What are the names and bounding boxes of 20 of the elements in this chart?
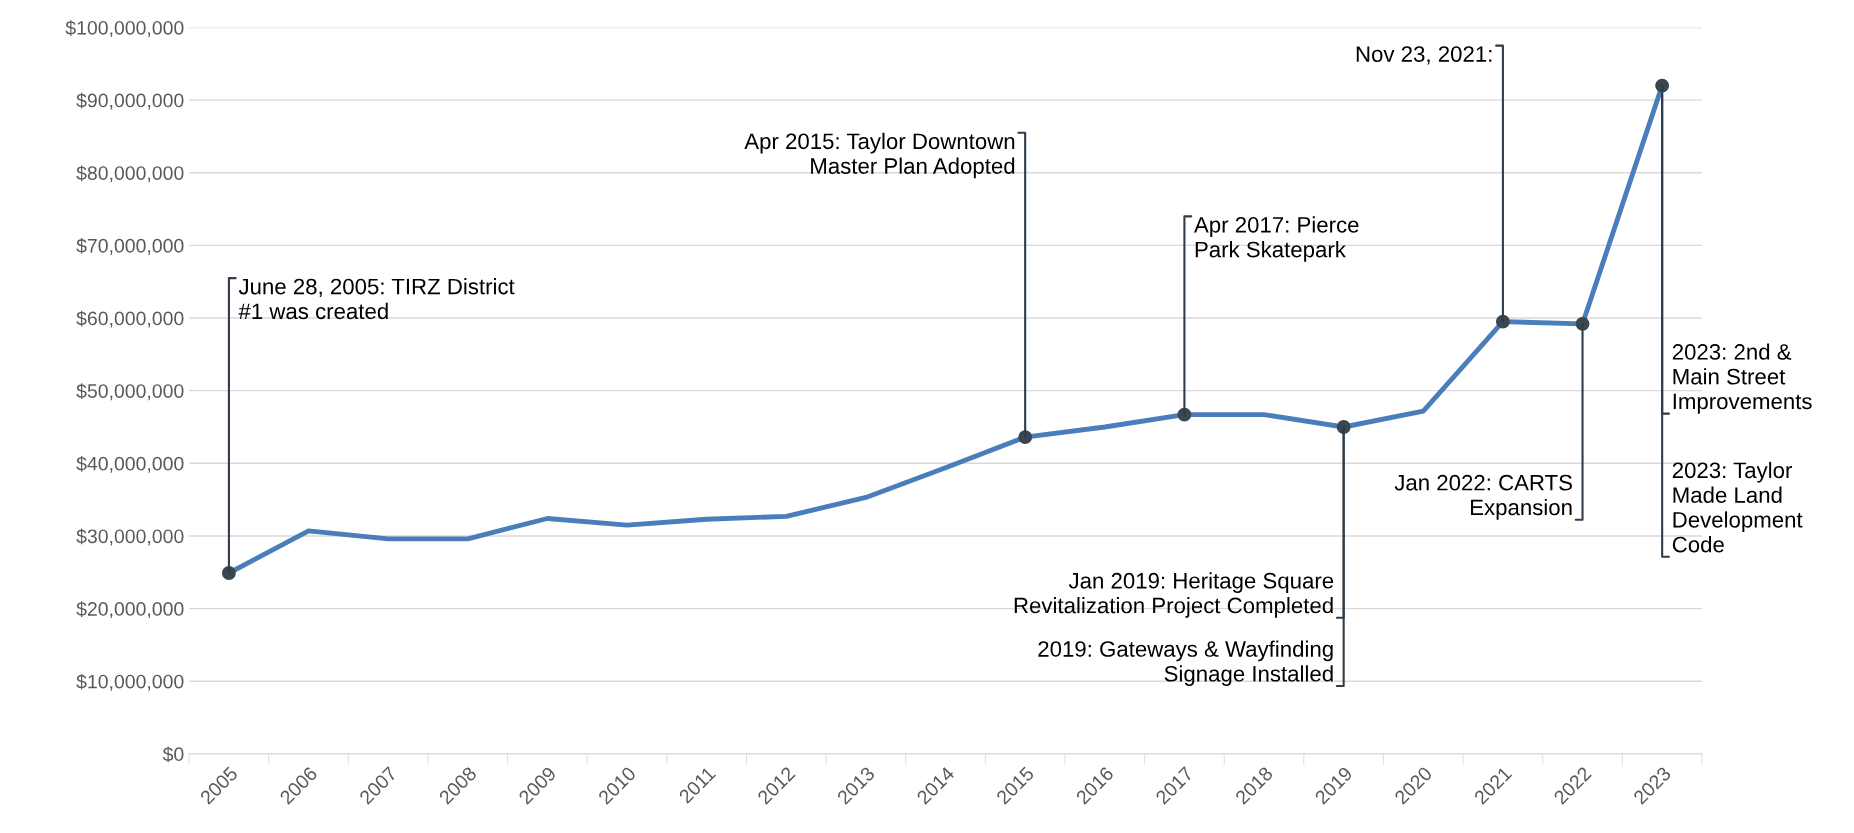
annotation: 2023: Taylor Made Land Development Code [1672,461,1803,553]
annotation: 2023: 2nd & Main Street Improvements [1672,343,1812,414]
y-tick-label: $30,000,000 [76,528,184,546]
annotation: Jan 2022: CARTS Expansion [1394,474,1572,520]
annotation: June 28, 2005: TIRZ District #1 was created [238,278,515,320]
y-tick-label: $20,000,000 [76,601,184,619]
y-tick-label: $90,000,000 [76,92,184,110]
annotation: Apr 2017: Pierce Park Skatepark [1194,216,1359,262]
annotation: 2019: Gateways & Wayfinding Signage Installed [1038,640,1333,687]
annotation: Nov 23, 2021: [1356,46,1492,65]
y-tick-label: $70,000,000 [76,238,184,255]
y-tick-label: $0 [162,746,184,763]
y-tick-label: $60,000,000 [76,310,184,328]
y-tick-label: $10,000,000 [76,673,184,691]
annotation: Jan 2019: Heritage Square Revitalization Project Completed [1014,572,1334,618]
y-tick-label: $50,000,000 [76,383,184,401]
annotation: Apr 2015: Taylor Downtown Master Plan Adopted [744,132,1015,179]
y-tick-label: $100,000,000 [65,20,184,38]
y-tick-label: $80,000,000 [76,165,184,183]
y-tick-label: $40,000,000 [76,455,184,473]
